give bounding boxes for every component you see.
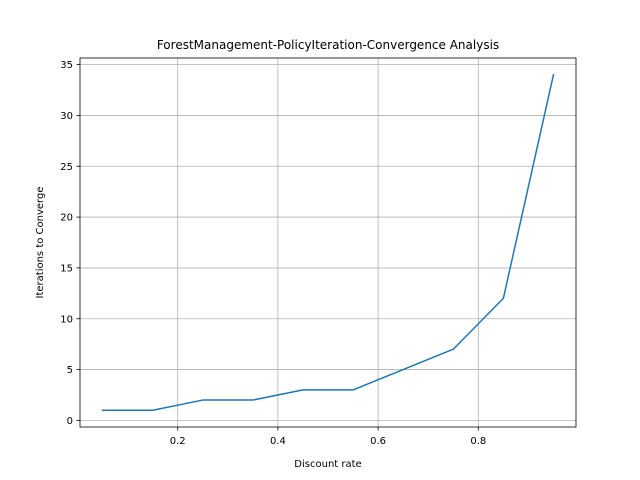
- plot-area-frame: [79, 57, 577, 428]
- y-tick-label: 20: [60, 213, 73, 224]
- chart-title: ForestManagement-PolicyIteration-Converg…: [157, 38, 499, 52]
- y-axis-label: Iterations to Converge: [35, 187, 46, 299]
- y-tick-label: 15: [60, 264, 73, 275]
- x-tick-label: 0.8: [470, 436, 486, 447]
- x-tick-label: 0.6: [370, 436, 386, 447]
- x-tick-label: 0.4: [270, 436, 286, 447]
- y-tick-label: 35: [60, 60, 73, 71]
- y-tick-label: 25: [60, 162, 73, 173]
- x-tick-label: 0.2: [170, 436, 186, 447]
- axis-ticks: 0.2 0.4 0.6 0.8 0 5 10 15 20 25 30 35: [60, 60, 486, 447]
- y-tick-label: 0: [67, 416, 73, 427]
- x-axis-label: Discount rate: [294, 459, 361, 470]
- y-tick-label: 30: [60, 111, 73, 122]
- series-line: [101, 73, 555, 411]
- y-tick-label: 10: [60, 314, 73, 325]
- grid: [80, 58, 576, 427]
- series-layer: [101, 73, 555, 411]
- y-tick-label: 5: [67, 365, 73, 376]
